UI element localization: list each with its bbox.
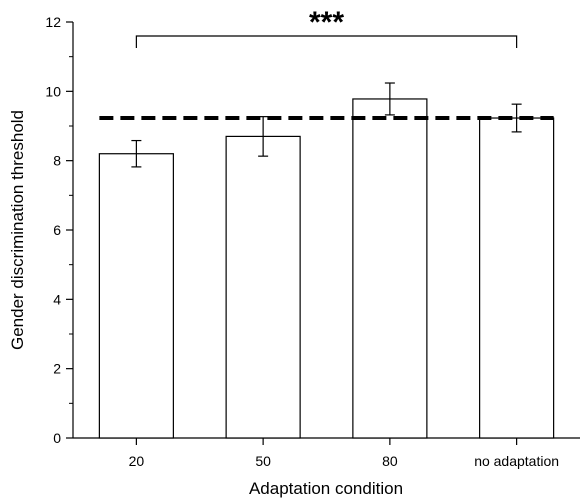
y-tick-label: 2 — [53, 361, 61, 377]
bar-2 — [225, 135, 301, 439]
x-tick-label: 20 — [129, 453, 145, 469]
y-tick-label: 6 — [53, 222, 61, 238]
x-tick-label: no adaptation — [474, 453, 559, 469]
significance-label: *** — [309, 6, 344, 39]
x-axis-label: Adaptation condition — [249, 479, 403, 498]
x-ticks: 20 50 80 no adaptation — [129, 438, 559, 469]
bar-4 — [479, 117, 555, 439]
y-tick-label: 8 — [53, 153, 61, 169]
bar-1 — [98, 153, 174, 439]
error-bars — [131, 82, 522, 168]
bar-3 — [352, 98, 428, 439]
y-tick-label: 4 — [53, 291, 61, 307]
y-tick-label: 0 — [53, 430, 61, 446]
x-tick-label: 50 — [255, 453, 271, 469]
y-tick-label: 12 — [45, 14, 61, 30]
bars — [98, 98, 555, 439]
y-axis-label: Gender discrimination threshold — [8, 110, 27, 350]
y-tick-label: 10 — [45, 83, 61, 99]
significance-bracket — [135, 35, 518, 48]
y-ticks: 0 2 4 6 8 10 12 — [45, 14, 73, 446]
significance-group: *** — [135, 6, 518, 48]
x-tick-label: 80 — [382, 453, 398, 469]
